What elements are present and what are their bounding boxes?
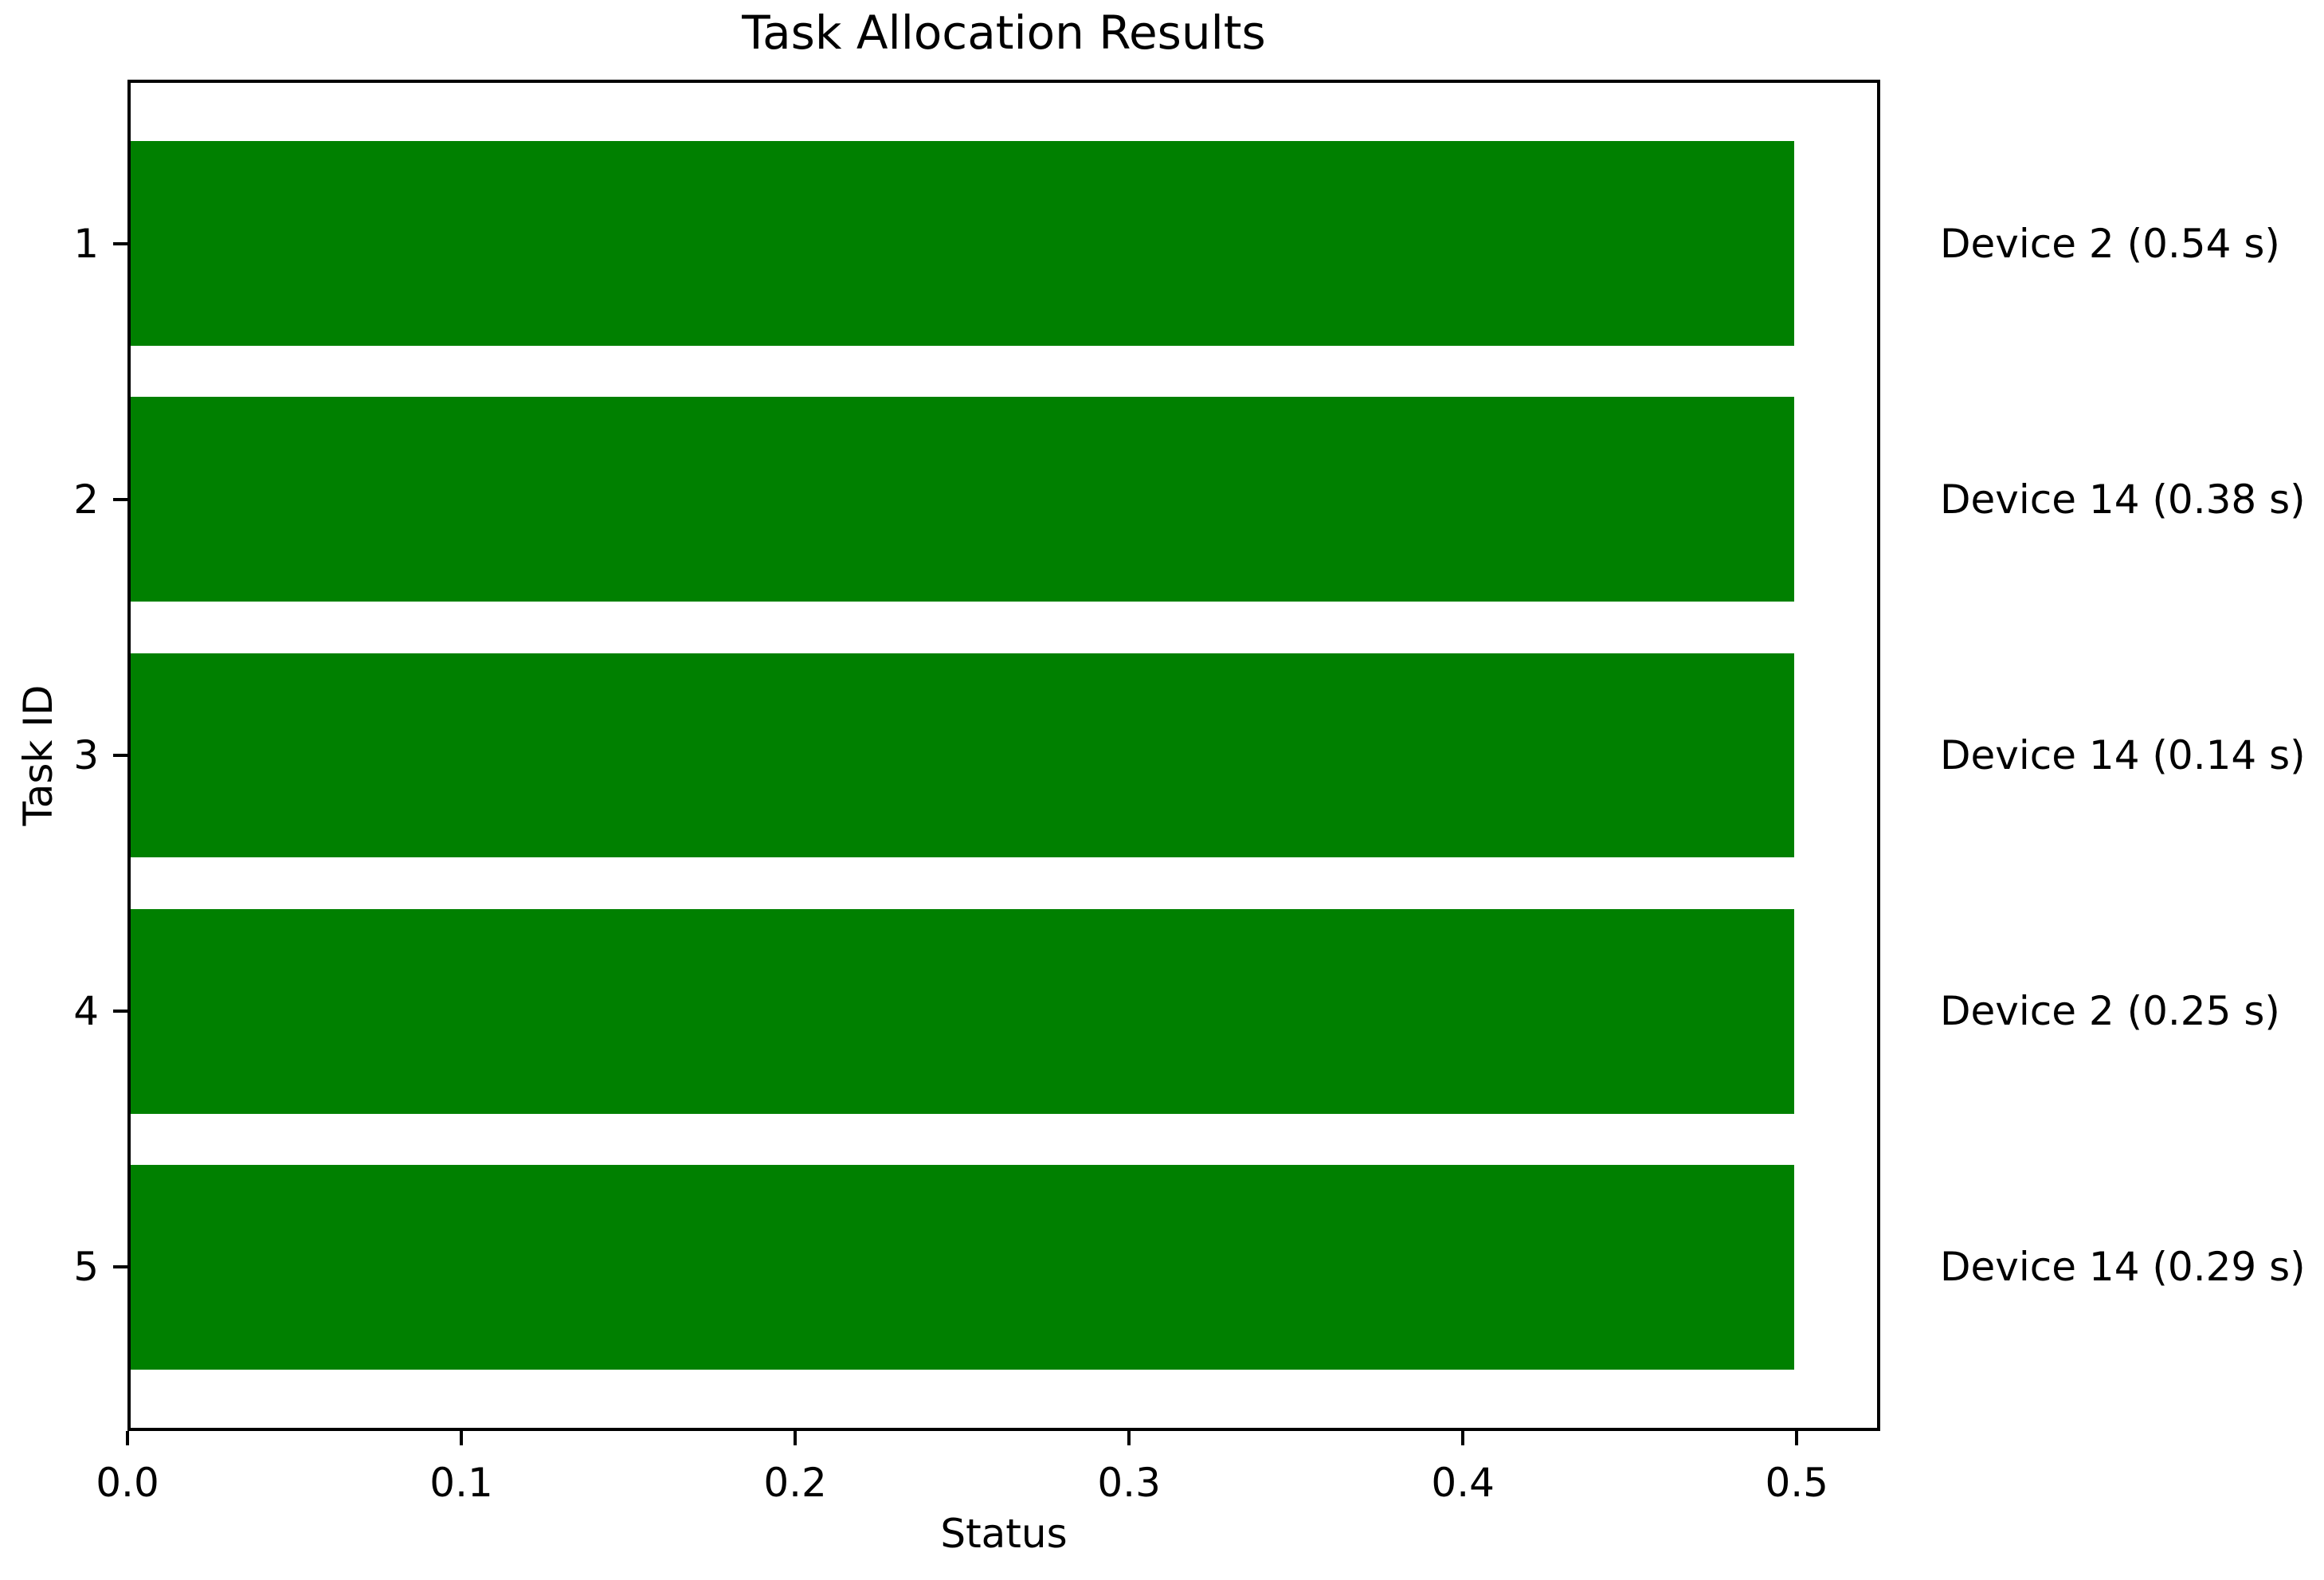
bar-task-5 [131,1164,1794,1370]
bar-annotation: Device 2 (0.25 s) [1940,988,2280,1035]
bar-task-3 [131,653,1794,858]
x-tick-label: 0.0 [96,1460,159,1506]
y-tick-mark [113,1265,127,1269]
bar-annotation: Device 14 (0.38 s) [1940,476,2306,523]
bar-annotation: Device 14 (0.29 s) [1940,1244,2306,1291]
bar-annotation: Device 2 (0.54 s) [1940,220,2280,267]
x-tick-label: 0.5 [1765,1460,1828,1506]
x-tick-label: 0.2 [763,1460,827,1506]
bar-task-2 [131,397,1794,602]
x-tick-label: 0.1 [429,1460,493,1506]
y-tick-label: 3 [73,732,99,778]
y-tick-mark [113,754,127,757]
y-tick-mark [113,497,127,501]
x-tick-mark [794,1431,798,1445]
bar-task-4 [131,908,1794,1114]
y-tick-label: 5 [73,1244,99,1291]
chart-title: Task Allocation Results [742,6,1266,60]
y-tick-label: 1 [73,220,99,267]
x-tick-mark [126,1431,129,1445]
bar-annotation: Device 14 (0.14 s) [1940,732,2306,778]
x-tick-label: 0.3 [1097,1460,1161,1506]
x-tick-mark [1795,1431,1799,1445]
x-axis-label: Status [940,1511,1068,1557]
x-tick-mark [1461,1431,1465,1445]
x-tick-label: 0.4 [1431,1460,1495,1506]
y-tick-mark [113,241,127,245]
y-tick-label: 2 [73,476,99,523]
bar-task-1 [131,141,1794,347]
x-tick-mark [460,1431,464,1445]
x-tick-mark [1127,1431,1131,1445]
plot-area [127,80,1880,1431]
y-tick-mark [113,1010,127,1013]
y-tick-label: 4 [73,988,99,1035]
